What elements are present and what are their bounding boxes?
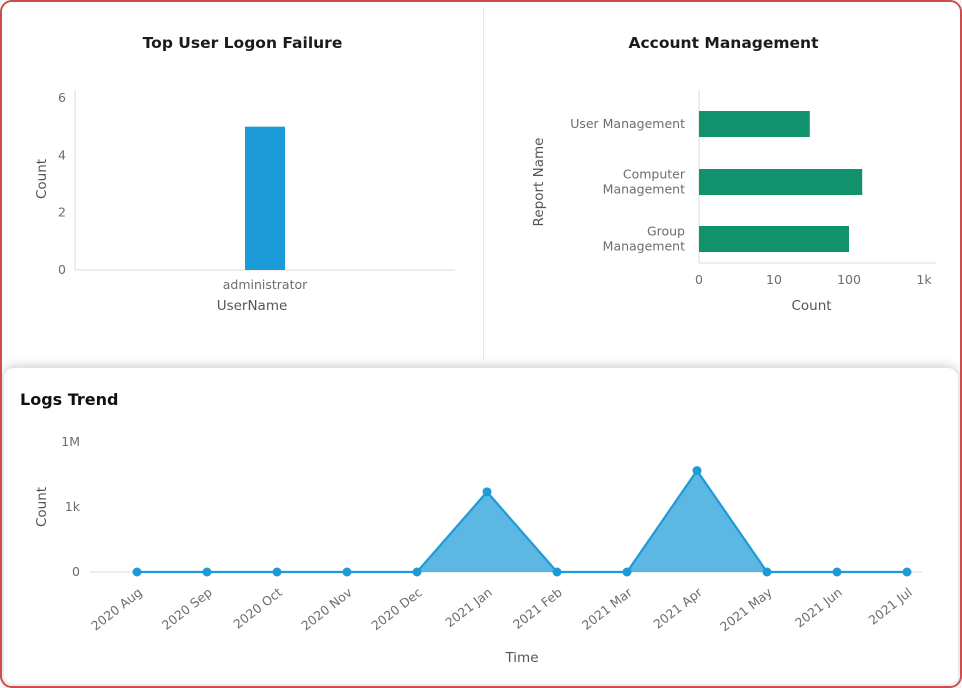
point-2021-jul[interactable]	[902, 567, 912, 577]
x-tick-2021-jun: 2021 Jun	[792, 585, 845, 631]
point-2020-nov[interactable]	[342, 567, 352, 577]
category-label-user-management: User Management	[570, 116, 685, 131]
x-tick-2020-nov: 2020 Nov	[298, 584, 355, 633]
trend-line	[137, 468, 907, 574]
x-tick-10: 10	[766, 272, 782, 287]
category-label-group-management: Group	[647, 224, 685, 239]
bar-administrator[interactable]	[245, 126, 285, 270]
x-tick-2020-aug: 2020 Aug	[88, 585, 145, 634]
x-axis-title-time: Time	[505, 650, 539, 666]
chart-title-account-management: Account Management	[628, 34, 819, 52]
y-tick-0: 0	[72, 564, 80, 579]
panel-divider	[483, 8, 484, 360]
x-tick-2020-dec: 2020 Dec	[368, 584, 425, 633]
x-tick-administrator: administrator	[223, 277, 308, 292]
point-2021-mar[interactable]	[622, 567, 632, 577]
point-2020-dec[interactable]	[412, 567, 422, 577]
y-tick-0: 0	[58, 262, 66, 277]
logon-failure-bar-chart: 0 2 4 6 administrator	[58, 90, 455, 292]
category-label-computer-management: Computer	[623, 167, 686, 182]
bar-user-management[interactable]	[699, 111, 810, 137]
x-tick-1k: 1k	[916, 272, 932, 287]
point-2021-may[interactable]	[762, 567, 772, 577]
bar-computer-management[interactable]	[699, 169, 863, 195]
chart-title-logs-trend: Logs Trend	[20, 390, 119, 409]
panel-account-management: Account Management Report Name 0 10 100 1k U…	[483, 2, 960, 368]
panel-top-user-logon-failure: Top User Logon Failure Count 0 2 4 6 adminis…	[2, 2, 483, 368]
x-tick-100: 100	[837, 272, 861, 287]
y-tick-4: 4	[58, 147, 66, 162]
logs-trend-card: Logs Trend Count 0 1k 1M 2020 Aug 2020 Sep 20…	[4, 368, 958, 684]
point-2020-oct[interactable]	[272, 567, 282, 577]
y-tick-6: 6	[58, 90, 66, 105]
y-tick-1k: 1k	[65, 499, 81, 514]
category-label-group-management: Management	[603, 239, 685, 254]
point-2021-jun[interactable]	[832, 567, 842, 577]
x-axis-title-username: UserName	[216, 298, 288, 314]
x-tick-0: 0	[695, 272, 703, 287]
logs-trend-area-chart: 0 1k 1M 2020 Aug 2020 Sep 2020 Oct 2020 Nov 202…	[61, 434, 922, 634]
x-tick-2021-feb: 2021 Feb	[510, 585, 565, 633]
y-tick-1M: 1M	[61, 434, 80, 449]
point-2020-aug[interactable]	[132, 567, 142, 577]
x-tick-2021-mar: 2021 Mar	[579, 584, 636, 633]
y-tick-2: 2	[58, 205, 66, 220]
trend-area-fill	[137, 470, 907, 572]
x-axis-title-count: Count	[791, 298, 832, 314]
point-2021-apr[interactable]	[692, 466, 702, 476]
x-tick-2020-oct: 2020 Oct	[230, 584, 285, 631]
x-tick-2021-apr: 2021 Apr	[650, 584, 705, 632]
x-tick-2020-sep: 2020 Sep	[159, 585, 215, 633]
point-2021-feb[interactable]	[552, 567, 562, 577]
point-2020-sep[interactable]	[202, 567, 212, 577]
category-label-computer-management: Management	[603, 182, 685, 197]
x-tick-2021-jul: 2021 Jul	[866, 585, 915, 628]
top-charts-section: Top User Logon Failure Count 0 2 4 6 adminis…	[2, 2, 960, 368]
point-2021-jan[interactable]	[482, 487, 492, 497]
chart-title-logon-failure: Top User Logon Failure	[142, 34, 343, 52]
bar-group-management[interactable]	[699, 226, 849, 252]
x-tick-2021-may: 2021 May	[717, 584, 775, 634]
x-tick-2021-jan: 2021 Jan	[442, 585, 495, 631]
